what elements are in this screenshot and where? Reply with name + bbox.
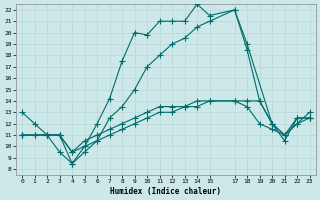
X-axis label: Humidex (Indice chaleur): Humidex (Indice chaleur) [110,187,221,196]
